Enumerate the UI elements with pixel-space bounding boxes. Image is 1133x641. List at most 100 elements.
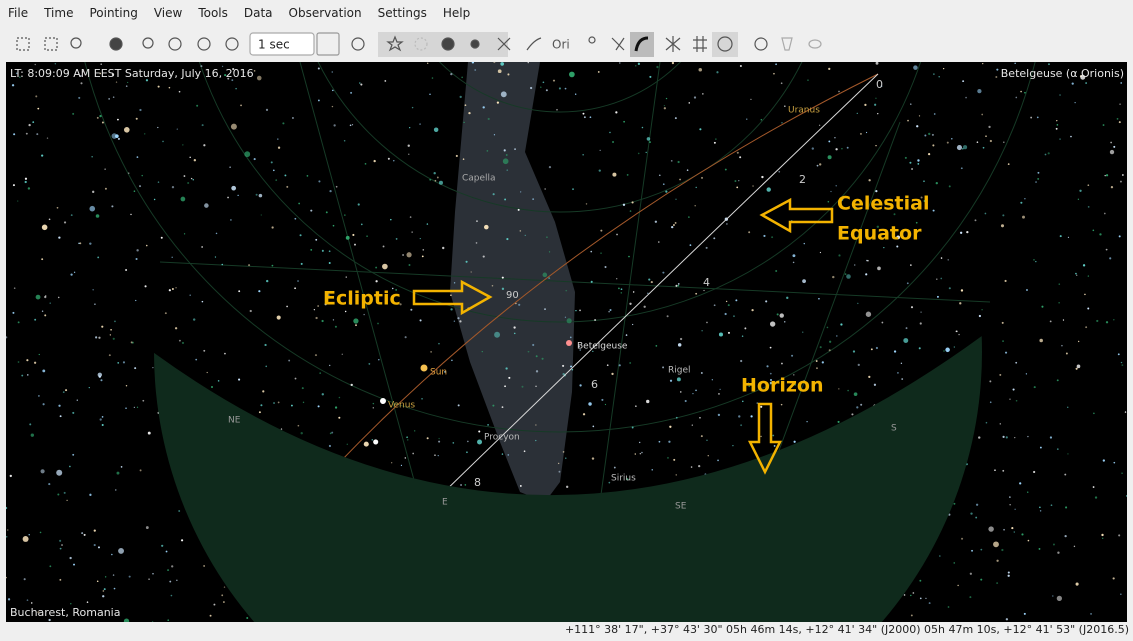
star xyxy=(910,264,912,266)
menu-bar: File Time Pointing View Tools Data Observation… xyxy=(0,0,1133,26)
star xyxy=(221,594,224,597)
icon[interactable] xyxy=(109,37,123,51)
star xyxy=(167,569,170,572)
icon[interactable] xyxy=(611,37,625,51)
star xyxy=(1025,373,1028,375)
star xyxy=(548,165,552,169)
star xyxy=(48,483,51,486)
icon[interactable] xyxy=(225,37,239,51)
icon[interactable] xyxy=(588,36,596,44)
star xyxy=(694,205,696,207)
star xyxy=(201,246,203,248)
star xyxy=(69,556,72,560)
star xyxy=(294,377,297,380)
star xyxy=(98,336,101,339)
star xyxy=(738,179,740,182)
spin-buttons[interactable] xyxy=(316,32,340,56)
menu-item[interactable]: View xyxy=(153,6,183,20)
star xyxy=(1014,62,1016,65)
icon[interactable] xyxy=(441,37,455,51)
menu-item[interactable]: Tools xyxy=(198,6,228,20)
icon[interactable] xyxy=(781,37,793,51)
icon[interactable] xyxy=(808,39,822,49)
star xyxy=(618,364,621,367)
icon[interactable] xyxy=(351,37,365,51)
star xyxy=(41,258,44,261)
icon[interactable] xyxy=(665,36,681,52)
star xyxy=(565,289,568,292)
icon[interactable] xyxy=(497,37,511,51)
star xyxy=(457,317,460,320)
icon[interactable] xyxy=(717,36,733,52)
star xyxy=(243,71,245,74)
star xyxy=(352,233,355,237)
star xyxy=(232,67,235,71)
menu-item[interactable]: Pointing xyxy=(89,6,138,20)
time-step-box[interactable] xyxy=(249,32,315,56)
annotation: Horizon xyxy=(741,375,823,397)
star xyxy=(7,529,9,531)
star xyxy=(718,332,724,337)
star xyxy=(999,423,1001,425)
star xyxy=(828,140,831,143)
icon[interactable] xyxy=(526,37,542,51)
star xyxy=(1092,486,1095,488)
star xyxy=(371,439,373,441)
sky-map[interactable]: LT: 8:09:09 AM EEST Saturday, July 16, 2… xyxy=(0,62,1133,622)
star xyxy=(957,584,959,587)
star xyxy=(41,310,44,312)
star xyxy=(299,234,302,237)
icon[interactable] xyxy=(44,37,58,51)
time-step[interactable]: 1 sec xyxy=(258,38,290,52)
star xyxy=(980,578,983,581)
star xyxy=(1104,174,1106,177)
icon[interactable] xyxy=(16,37,30,51)
star xyxy=(1056,448,1059,450)
star xyxy=(646,137,651,141)
icon[interactable] xyxy=(693,36,707,52)
star xyxy=(600,252,602,254)
star xyxy=(1033,470,1036,474)
star xyxy=(1048,63,1050,66)
star xyxy=(958,333,960,336)
icon[interactable] xyxy=(142,37,154,49)
icon[interactable] xyxy=(70,37,82,49)
icon[interactable] xyxy=(386,35,404,52)
star xyxy=(238,290,241,293)
star xyxy=(363,441,369,447)
star xyxy=(1015,96,1018,99)
star xyxy=(112,96,115,98)
star xyxy=(988,125,991,129)
menu-item[interactable]: Time xyxy=(44,6,74,20)
icon[interactable] xyxy=(754,37,768,51)
toggle[interactable] xyxy=(630,32,654,57)
star xyxy=(677,160,680,164)
star xyxy=(506,237,509,241)
menu-item[interactable]: Help xyxy=(442,6,471,20)
icon[interactable] xyxy=(414,37,428,51)
star xyxy=(292,117,294,119)
star xyxy=(838,388,840,390)
toggle[interactable] xyxy=(712,32,738,57)
star xyxy=(59,539,62,542)
star xyxy=(27,374,29,376)
star xyxy=(203,349,206,352)
icon[interactable] xyxy=(470,39,480,49)
star xyxy=(771,236,774,239)
star xyxy=(33,361,37,364)
icon[interactable] xyxy=(197,37,211,51)
menu-item[interactable]: Settings xyxy=(377,6,427,20)
icon[interactable]: Ori xyxy=(552,38,570,52)
star xyxy=(395,238,398,240)
menu-item[interactable]: File xyxy=(8,6,29,20)
menu-item[interactable]: Observation xyxy=(288,6,362,20)
icon[interactable] xyxy=(168,37,182,51)
star xyxy=(1105,321,1109,324)
star xyxy=(851,413,854,416)
star xyxy=(631,201,634,204)
star xyxy=(70,603,72,605)
menu-item[interactable]: Data xyxy=(243,6,273,20)
icon[interactable] xyxy=(634,36,649,52)
star xyxy=(673,224,675,226)
star xyxy=(578,345,580,348)
